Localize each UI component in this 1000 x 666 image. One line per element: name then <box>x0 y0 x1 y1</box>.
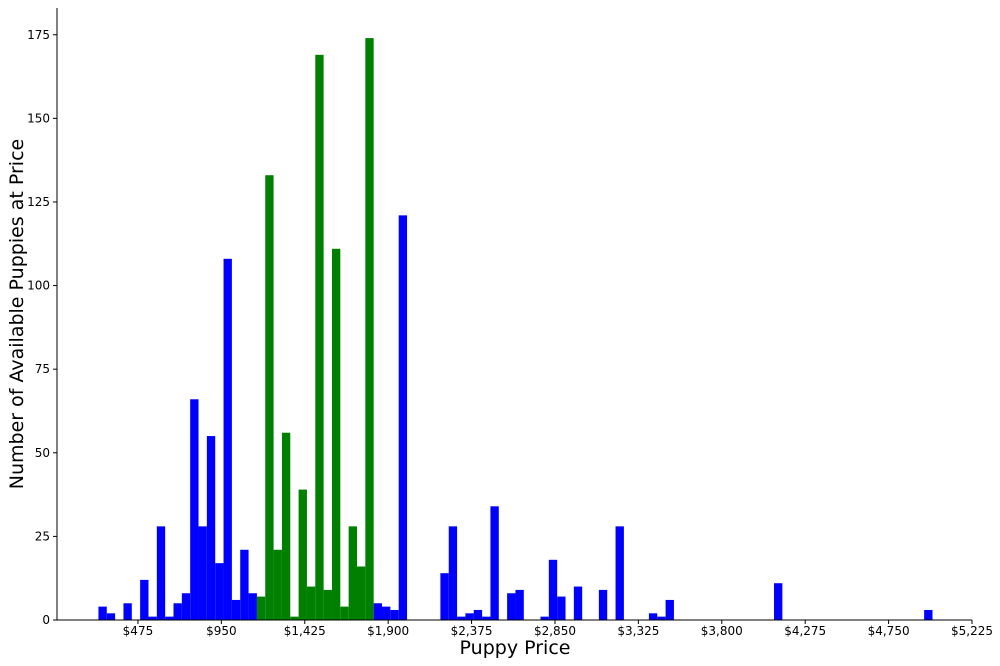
bar <box>156 526 166 620</box>
x-tick-label: $1,425 <box>284 624 326 638</box>
bar <box>348 526 357 620</box>
bar <box>365 38 374 620</box>
bar <box>140 579 149 620</box>
bar <box>123 603 132 620</box>
bar <box>181 593 191 620</box>
bar <box>240 549 249 620</box>
y-tick-label: 150 <box>27 111 50 125</box>
bar <box>515 589 524 620</box>
y-tick-label: 175 <box>27 28 50 42</box>
y-tick-label: 25 <box>35 529 50 543</box>
y-tick-label: 100 <box>27 279 50 293</box>
bar <box>490 506 499 620</box>
bar <box>148 616 157 620</box>
bar <box>573 586 583 620</box>
bar <box>665 599 674 620</box>
x-tick-label: $3,325 <box>617 624 659 638</box>
bar <box>248 593 257 620</box>
bar <box>331 248 341 621</box>
bar <box>448 526 458 620</box>
bar <box>924 609 933 620</box>
bar <box>223 258 232 620</box>
y-tick-label: 50 <box>35 446 50 460</box>
x-tick-label: $5,225 <box>951 624 993 638</box>
bar <box>256 596 266 620</box>
bar <box>373 603 383 620</box>
bar <box>231 599 241 620</box>
bar <box>473 609 483 620</box>
bar <box>198 526 207 620</box>
bar <box>398 215 408 620</box>
y-axis-label: Number of Available Puppies at Price <box>6 139 28 489</box>
x-tick-label: $4,275 <box>784 624 826 638</box>
bar <box>265 175 274 620</box>
bar <box>507 593 516 620</box>
bar <box>315 54 324 620</box>
bar <box>306 586 316 620</box>
bar <box>206 436 216 620</box>
bar <box>482 616 491 620</box>
x-tick-label: $2,375 <box>451 624 493 638</box>
bar <box>173 603 182 620</box>
bar <box>340 606 349 620</box>
bar <box>273 549 282 620</box>
bar <box>440 573 449 620</box>
bar <box>598 589 608 620</box>
bar <box>774 583 783 620</box>
bar <box>165 616 174 620</box>
x-tick-label: $4,750 <box>868 624 910 638</box>
bar <box>190 399 199 620</box>
bar <box>106 613 116 620</box>
bar <box>548 559 558 620</box>
bar <box>390 609 399 620</box>
x-tick-label: $950 <box>206 624 237 638</box>
bar <box>465 613 474 620</box>
y-tick-label: 75 <box>35 362 50 376</box>
bar <box>457 616 466 620</box>
bar <box>98 606 107 620</box>
bar <box>356 566 366 620</box>
bar <box>323 589 332 620</box>
bar <box>298 489 307 620</box>
bar <box>657 616 666 620</box>
bar <box>382 606 391 620</box>
x-tick-label: $2,850 <box>534 624 576 638</box>
bar <box>557 596 566 620</box>
x-axis-label: Puppy Price <box>460 637 571 659</box>
x-tick-label: $1,900 <box>367 624 409 638</box>
bar <box>215 563 224 620</box>
bar <box>281 432 291 620</box>
bar <box>290 616 299 620</box>
y-tick-label: 0 <box>42 613 50 627</box>
bar <box>540 616 549 620</box>
x-tick-label: $3,800 <box>701 624 743 638</box>
bar <box>648 613 658 620</box>
y-tick-label: 125 <box>27 195 50 209</box>
bar <box>615 526 624 620</box>
x-tick-label: $475 <box>123 624 154 638</box>
